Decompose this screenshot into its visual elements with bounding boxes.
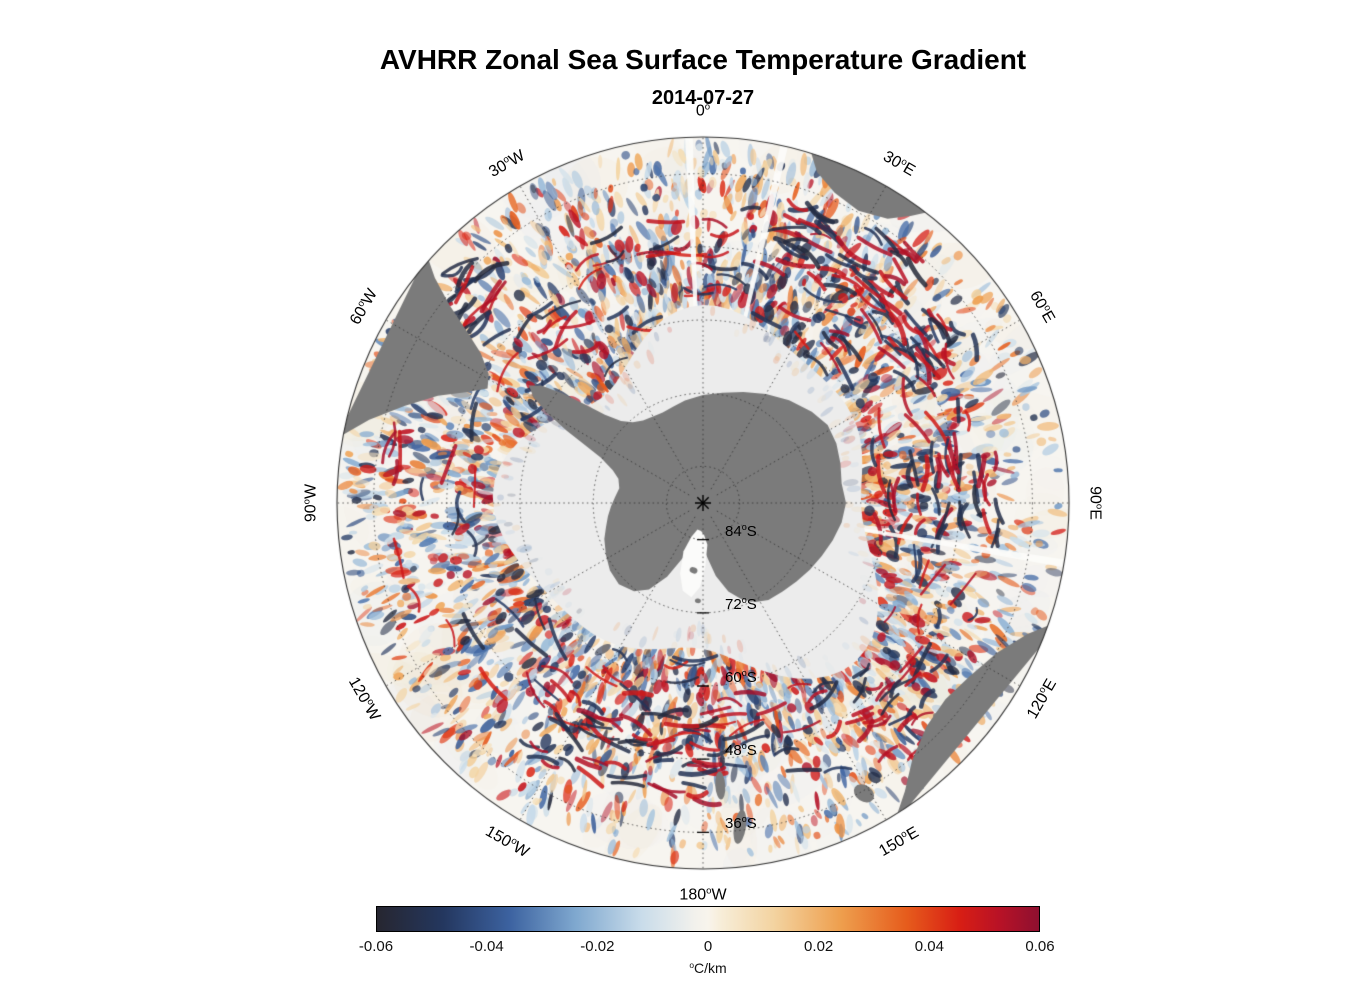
unit-text: C/km	[694, 960, 727, 977]
chart-title: AVHRR Zonal Sea Surface Temperature Grad…	[379, 44, 1027, 75]
colorbar-tick-label: 0	[703, 938, 713, 955]
polar-map: 0o 30oE 60oE 90oE 120oE 150oE 180oW 150oW 120oW 9…	[302, 102, 1105, 904]
colorbar-tick-label: -0.04	[469, 938, 504, 955]
colorbar-tick-label: -0.02	[580, 938, 615, 955]
lon-label-90E: 90oE	[1086, 486, 1105, 520]
colorbar-gradient	[376, 906, 1040, 932]
colorbar-unit-label: oC/km	[376, 960, 1040, 976]
lon-label-180W: 180oW	[679, 885, 727, 904]
colorbar-tick-label: -0.06	[358, 938, 394, 955]
chart-subtitle: 2014-07-27	[651, 87, 755, 109]
colorbar-tick-label: 0.04	[914, 938, 944, 955]
colorbar-ticks: -0.06 -0.04 -0.02 0 0.02 0.04 0.06	[359, 938, 1055, 956]
map-canvas	[323, 123, 1083, 883]
degree-symbol: o	[689, 960, 694, 970]
lon-label-90W: 90oW	[301, 483, 320, 523]
colorbar-tick-label: 0.02	[804, 938, 834, 955]
colorbar-tick-label: 0.06	[1025, 938, 1055, 955]
